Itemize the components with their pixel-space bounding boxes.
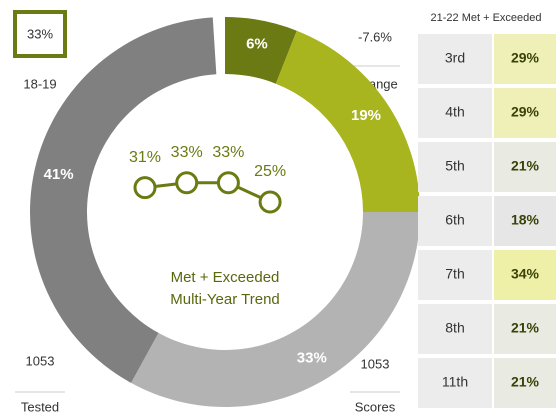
prior-value: 33%: [27, 26, 53, 41]
grade: 7th: [445, 266, 464, 282]
donut-segment: [225, 17, 297, 84]
value-cell: [494, 142, 556, 192]
grade-value: 29%: [511, 50, 540, 66]
grade: 4th: [445, 104, 464, 120]
value-cell: [494, 196, 556, 246]
tested-label: Tested: [21, 399, 59, 414]
trend-point: [133, 176, 157, 200]
donut-segment: [275, 30, 420, 212]
grade: 3rd: [445, 50, 465, 66]
trend: 31% 33% 33% 25% Met + Exceeded Multi-Year Tre…: [129, 144, 286, 308]
value-cell: [494, 88, 556, 138]
grade: 6th: [445, 212, 464, 228]
grade: 5th: [445, 158, 464, 174]
table: 3rd 29% 4th 29% 5th 21% 6th 18% 7th 34% 8th 21% 11th…: [418, 34, 556, 408]
grade-value: 29%: [511, 104, 540, 120]
grade-cell: [418, 304, 492, 354]
trend-label: 31%: [129, 149, 161, 166]
trend-point: [258, 190, 282, 214]
value-cell: [494, 358, 556, 408]
donut-segment: [30, 17, 217, 383]
scores-label: Scores: [355, 399, 396, 414]
trend-point: [175, 171, 199, 195]
segment-label: 33%: [297, 350, 327, 367]
grade: 11th: [442, 374, 468, 390]
trend-title: Multi-Year Trend: [170, 291, 280, 308]
prior-box: [13, 10, 67, 58]
grade-value: 18%: [511, 212, 540, 228]
value-cell: [494, 34, 556, 84]
segment-label: 6%: [246, 35, 268, 52]
tested-value: 1053: [26, 353, 55, 368]
segment-label: 19%: [351, 107, 381, 124]
grade: 8th: [445, 320, 464, 336]
scores-value: 1053: [361, 356, 390, 371]
grade-cell: [418, 196, 492, 246]
trend-title: Met + Exceeded: [171, 269, 280, 286]
donut-segment: [131, 212, 420, 408]
trend-label: 33%: [212, 144, 244, 161]
donut: 6% 19% 33% 41%: [30, 17, 420, 408]
value-cell: [494, 304, 556, 354]
segment-label: 41%: [44, 166, 74, 183]
grade-cell: [418, 250, 492, 300]
grade-cell: [418, 34, 492, 84]
trend-label: 33%: [171, 144, 203, 161]
trend-label: 25%: [254, 163, 286, 180]
grade-cell: [418, 142, 492, 192]
trend-point: [216, 171, 240, 195]
grade-value: 21%: [511, 320, 540, 336]
value-cell: [494, 250, 556, 300]
trend-line: [144, 181, 271, 204]
grade-value: 21%: [511, 374, 540, 390]
grade-cell: [418, 88, 492, 138]
change-value: -7.6%: [358, 29, 392, 44]
grade-cell: [418, 358, 492, 408]
prior-label: 18-19: [23, 76, 56, 91]
grade-value: 34%: [511, 266, 540, 282]
grade-value: 21%: [511, 158, 540, 174]
table-header: 21-22 Met + Exceeded: [431, 12, 542, 24]
